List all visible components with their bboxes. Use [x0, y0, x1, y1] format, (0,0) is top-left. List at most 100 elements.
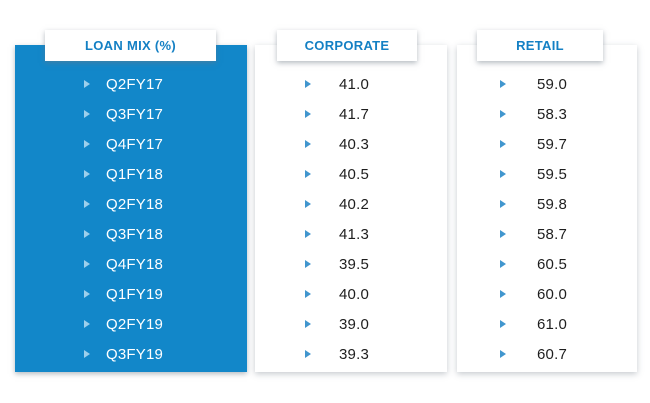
right-triangle-icon	[84, 260, 90, 268]
retail-cell: 59.0	[537, 75, 567, 93]
right-triangle-icon	[500, 260, 506, 268]
corporate-cell: 41.0	[339, 75, 369, 93]
quarter-list: Q2FY17 Q3FY17 Q4FY17 Q1FY18 Q2FY18 Q3FY18 Q4FY…	[15, 69, 247, 369]
right-triangle-icon	[305, 290, 311, 298]
table-row: 58.7	[457, 219, 637, 249]
right-triangle-icon	[305, 260, 311, 268]
right-triangle-icon	[500, 80, 506, 88]
table-row: 59.8	[457, 189, 637, 219]
retail-cell: 61.0	[537, 315, 567, 333]
right-triangle-icon	[84, 350, 90, 358]
table-row: 41.0	[255, 69, 447, 99]
right-triangle-icon	[305, 140, 311, 148]
corporate-cell: 39.5	[339, 255, 369, 273]
table-row: Q3FY17	[15, 99, 247, 129]
column-retail: 59.0 58.3 59.7 59.5 59.8 58.7 60.5 60.0 61.0 60.7	[457, 45, 637, 372]
quarter-cell: Q2FY19	[106, 315, 164, 333]
table-row: 59.0	[457, 69, 637, 99]
right-triangle-icon	[305, 350, 311, 358]
corporate-list: 41.0 41.7 40.3 40.5 40.2 41.3 39.5 40.0 39.0 39.3	[255, 69, 447, 369]
right-triangle-icon	[84, 290, 90, 298]
table-row: 39.0	[255, 309, 447, 339]
table-row: 60.7	[457, 339, 637, 369]
right-triangle-icon	[500, 110, 506, 118]
quarter-cell: Q3FY18	[106, 225, 164, 243]
retail-cell: 58.7	[537, 225, 567, 243]
corporate-cell: 40.5	[339, 165, 369, 183]
table-row: 39.3	[255, 339, 447, 369]
right-triangle-icon	[305, 200, 311, 208]
corporate-cell: 40.0	[339, 285, 369, 303]
table-row: 59.5	[457, 159, 637, 189]
table-row: 40.3	[255, 129, 447, 159]
table-row: 41.3	[255, 219, 447, 249]
right-triangle-icon	[84, 170, 90, 178]
retail-cell: 60.0	[537, 285, 567, 303]
table-row: Q4FY17	[15, 129, 247, 159]
right-triangle-icon	[305, 80, 311, 88]
table-row: 60.5	[457, 249, 637, 279]
header-corporate: CORPORATE	[277, 30, 417, 61]
right-triangle-icon	[500, 320, 506, 328]
header-retail-label: RETAIL	[516, 38, 564, 53]
corporate-cell: 41.7	[339, 105, 369, 123]
quarter-cell: Q2FY18	[106, 195, 164, 213]
table-row: Q1FY19	[15, 279, 247, 309]
right-triangle-icon	[84, 110, 90, 118]
right-triangle-icon	[500, 200, 506, 208]
quarter-cell: Q1FY19	[106, 285, 164, 303]
table-row: 40.5	[255, 159, 447, 189]
header-retail: RETAIL	[477, 30, 603, 61]
table-row: Q1FY18	[15, 159, 247, 189]
table-row: Q2FY17	[15, 69, 247, 99]
right-triangle-icon	[305, 230, 311, 238]
quarter-cell: Q4FY18	[106, 255, 164, 273]
table-row: Q2FY19	[15, 309, 247, 339]
right-triangle-icon	[500, 230, 506, 238]
quarter-cell: Q4FY17	[106, 135, 164, 153]
column-loan-mix: Q2FY17 Q3FY17 Q4FY17 Q1FY18 Q2FY18 Q3FY18 Q4FY…	[15, 45, 247, 372]
retail-list: 59.0 58.3 59.7 59.5 59.8 58.7 60.5 60.0 61.0 60.7	[457, 69, 637, 369]
right-triangle-icon	[305, 110, 311, 118]
table-row: Q4FY18	[15, 249, 247, 279]
retail-cell: 59.7	[537, 135, 567, 153]
table-row: Q2FY18	[15, 189, 247, 219]
right-triangle-icon	[500, 140, 506, 148]
table-row: 39.5	[255, 249, 447, 279]
right-triangle-icon	[305, 320, 311, 328]
table-row: 41.7	[255, 99, 447, 129]
quarter-cell: Q3FY17	[106, 105, 164, 123]
table-row: 40.0	[255, 279, 447, 309]
retail-cell: 60.5	[537, 255, 567, 273]
corporate-cell: 40.2	[339, 195, 369, 213]
right-triangle-icon	[84, 320, 90, 328]
table-row: Q3FY18	[15, 219, 247, 249]
corporate-cell: 39.0	[339, 315, 369, 333]
column-corporate: 41.0 41.7 40.3 40.5 40.2 41.3 39.5 40.0 39.0 39.3	[255, 45, 447, 372]
corporate-cell: 40.3	[339, 135, 369, 153]
quarter-cell: Q3FY19	[106, 345, 164, 363]
table-row: 40.2	[255, 189, 447, 219]
table-row: 59.7	[457, 129, 637, 159]
right-triangle-icon	[84, 80, 90, 88]
quarter-cell: Q1FY18	[106, 165, 164, 183]
header-corporate-label: CORPORATE	[304, 38, 390, 53]
retail-cell: 59.5	[537, 165, 567, 183]
corporate-cell: 39.3	[339, 345, 369, 363]
right-triangle-icon	[500, 290, 506, 298]
right-triangle-icon	[500, 170, 506, 178]
retail-cell: 58.3	[537, 105, 567, 123]
table-row: 58.3	[457, 99, 637, 129]
right-triangle-icon	[84, 140, 90, 148]
retail-cell: 59.8	[537, 195, 567, 213]
header-loan-mix: LOAN MIX (%)	[45, 30, 216, 61]
header-loan-mix-label: LOAN MIX (%)	[85, 38, 176, 53]
right-triangle-icon	[500, 350, 506, 358]
right-triangle-icon	[305, 170, 311, 178]
retail-cell: 60.7	[537, 345, 567, 363]
corporate-cell: 41.3	[339, 225, 369, 243]
right-triangle-icon	[84, 230, 90, 238]
table-row: Q3FY19	[15, 339, 247, 369]
quarter-cell: Q2FY17	[106, 75, 164, 93]
